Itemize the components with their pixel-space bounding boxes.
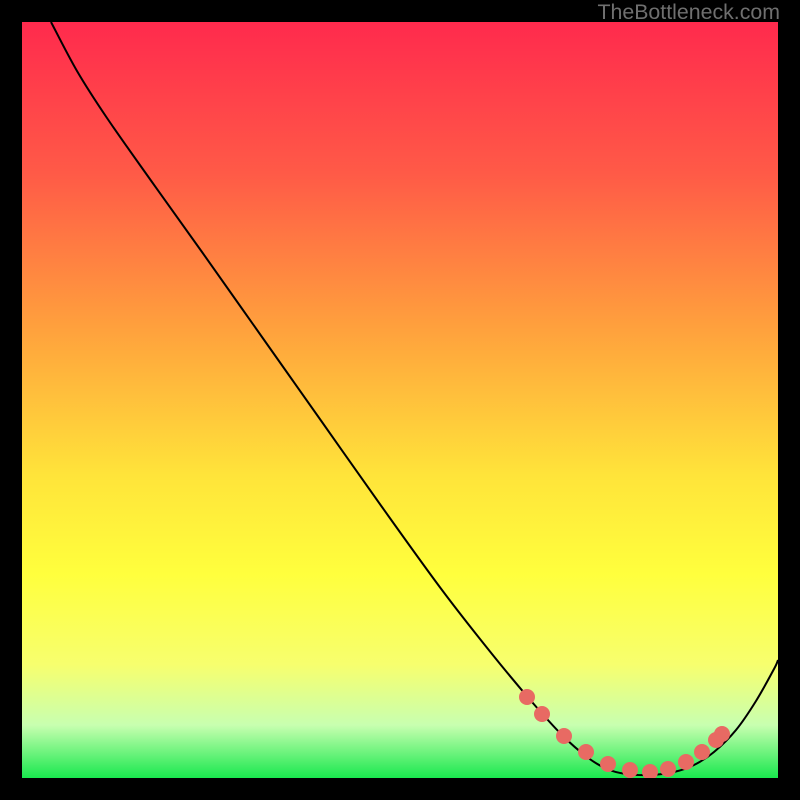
marker-dot: [578, 744, 594, 760]
marker-dot: [694, 744, 710, 760]
marker-dot: [534, 706, 550, 722]
marker-dot: [642, 764, 658, 778]
marker-dot: [519, 689, 535, 705]
marker-dot: [622, 762, 638, 778]
marker-dot: [556, 728, 572, 744]
bottleneck-curve: [51, 22, 778, 775]
marker-dot: [678, 754, 694, 770]
chart-frame: TheBottleneck.com: [0, 0, 800, 800]
curve-layer: [22, 22, 778, 778]
marker-dot: [660, 761, 676, 777]
marker-dot: [600, 756, 616, 772]
plot-area: [22, 22, 778, 778]
marker-dot: [714, 726, 730, 742]
curve-svg: [22, 22, 778, 778]
